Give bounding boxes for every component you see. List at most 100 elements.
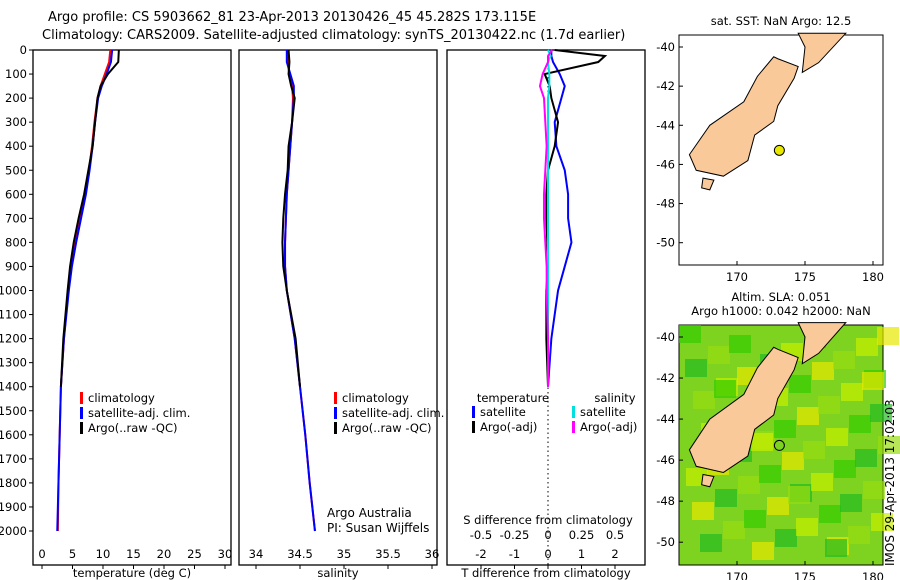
x-tick-label: 15 bbox=[126, 547, 141, 561]
s-axis-label: S difference from climatology bbox=[463, 513, 633, 527]
map-y-tick-label: -44 bbox=[656, 412, 675, 426]
north-island-land bbox=[797, 322, 847, 365]
map-x-tick-label: 175 bbox=[794, 270, 816, 284]
x-tick-label: 10 bbox=[96, 547, 111, 561]
legend-swatch bbox=[472, 421, 475, 433]
argo-position-marker bbox=[773, 439, 785, 451]
y-tick-label: 1400 bbox=[0, 380, 27, 394]
sla-cell bbox=[789, 375, 811, 393]
sla-cell bbox=[796, 518, 818, 536]
legend-swatch bbox=[80, 422, 83, 434]
x-axis-label: temperature (deg C) bbox=[73, 566, 191, 580]
y-tick-label: 300 bbox=[5, 115, 27, 129]
s-tick-label: -0.5 bbox=[470, 528, 492, 542]
series-climatology bbox=[56, 49, 112, 532]
s-tick-label: 0 bbox=[544, 528, 551, 542]
map-y-tick-label: -50 bbox=[656, 236, 675, 250]
stewart-island-land bbox=[701, 473, 715, 488]
sla-cell bbox=[870, 404, 892, 422]
legend-entry: climatology bbox=[88, 391, 155, 405]
sla-cell bbox=[788, 486, 810, 504]
x-tick-label: 34.5 bbox=[287, 547, 313, 561]
sla-cell bbox=[855, 449, 877, 467]
x-tick-label: 0 bbox=[38, 547, 45, 561]
sla-cell bbox=[693, 391, 715, 409]
sla-cell bbox=[751, 433, 773, 451]
legend-swatch bbox=[572, 406, 575, 418]
map-y-tick-label: -44 bbox=[656, 118, 675, 132]
legend-entry: satellite-adj. clim. bbox=[88, 406, 190, 420]
sla-cell bbox=[819, 505, 841, 523]
x-tick-label: 20 bbox=[157, 547, 172, 561]
south-island-land bbox=[688, 56, 799, 177]
map-y-tick-label: -40 bbox=[656, 330, 675, 344]
legend-swatch bbox=[472, 406, 475, 418]
sla-cell bbox=[714, 380, 736, 398]
map-x-tick-label: 170 bbox=[726, 270, 748, 284]
sla-cell bbox=[848, 526, 870, 544]
legend-entry: climatology bbox=[342, 391, 409, 405]
legend-entry: Argo(..raw -QC) bbox=[342, 421, 432, 435]
sla-cell bbox=[723, 521, 745, 539]
y-tick-label: 800 bbox=[5, 235, 27, 249]
sla-cell bbox=[744, 510, 766, 528]
sla-cell bbox=[797, 407, 819, 425]
y-tick-label: 400 bbox=[5, 139, 27, 153]
sla-cell bbox=[812, 362, 834, 380]
sla-cell bbox=[877, 327, 899, 345]
legend-entry: satellite bbox=[580, 405, 626, 419]
y-tick-label: 1500 bbox=[0, 404, 27, 418]
x-tick-label: -2 bbox=[475, 547, 486, 561]
x-tick-label: 36 bbox=[425, 547, 440, 561]
panel-0-frame bbox=[32, 49, 232, 566]
y-tick-label: 1600 bbox=[0, 428, 27, 442]
map-y-tick-label: -48 bbox=[656, 197, 675, 211]
series-climatology bbox=[284, 50, 316, 532]
map-x-tick-label: 175 bbox=[794, 570, 816, 580]
legend-swatch bbox=[334, 407, 337, 419]
y-tick-label: 1000 bbox=[0, 284, 27, 298]
sla-cell bbox=[685, 359, 707, 377]
x-tick-label: -1 bbox=[509, 547, 520, 561]
x-tick-label: 30 bbox=[218, 547, 233, 561]
sla-cell bbox=[834, 460, 856, 478]
legend-swatch bbox=[334, 422, 337, 434]
legend-swatch bbox=[334, 392, 337, 404]
sla-cell bbox=[752, 542, 774, 560]
legend-swatch bbox=[80, 407, 83, 419]
x-tick-label: 35 bbox=[337, 547, 352, 561]
legend-swatch bbox=[80, 392, 83, 404]
stewart-island-land bbox=[701, 177, 715, 191]
series-satellite bbox=[284, 50, 316, 532]
map-title: sat. SST: NaN Argo: 12.5 bbox=[711, 14, 852, 28]
s-tick-label: -0.25 bbox=[500, 528, 530, 542]
title-line-1: Argo profile: CS 5903662_81 23-Apr-2013 … bbox=[48, 10, 537, 25]
s-tick-label: 0.25 bbox=[569, 528, 595, 542]
sla-cell bbox=[759, 465, 781, 483]
credit-text: Argo Australia bbox=[327, 506, 412, 520]
legend-entry: Argo(-adj) bbox=[480, 420, 537, 434]
sla-cell bbox=[708, 346, 730, 364]
sla-cell bbox=[700, 534, 722, 552]
legend-title: temperature bbox=[477, 391, 549, 405]
y-tick-label: 500 bbox=[5, 163, 27, 177]
y-tick-label: 1900 bbox=[0, 500, 27, 514]
y-tick-label: 1200 bbox=[0, 332, 27, 346]
sla-cell bbox=[715, 489, 737, 507]
x-tick-label: 34 bbox=[249, 547, 264, 561]
map-y-tick-label: -46 bbox=[656, 157, 675, 171]
sla-cell bbox=[775, 529, 797, 547]
series-satellite bbox=[56, 49, 114, 532]
sla-cell bbox=[782, 452, 804, 470]
legend-entry: satellite-adj. clim. bbox=[342, 406, 444, 420]
x-tick-label: 35.5 bbox=[375, 547, 401, 561]
sla-cell bbox=[767, 497, 789, 515]
map-y-tick-label: -42 bbox=[656, 371, 675, 385]
y-tick-label: 100 bbox=[5, 67, 27, 81]
sla-cell bbox=[803, 441, 825, 459]
legend-swatch bbox=[572, 421, 575, 433]
sla-cell bbox=[811, 473, 833, 491]
map-y-tick-label: -42 bbox=[656, 79, 675, 93]
